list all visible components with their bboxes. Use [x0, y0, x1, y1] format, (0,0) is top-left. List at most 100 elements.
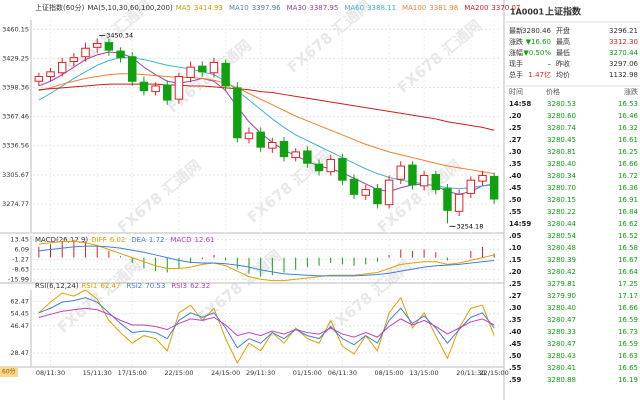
series-line [38, 83, 495, 131]
y-tick-label: -8.63 [12, 265, 29, 273]
quote-cell: 1132.98 [609, 71, 638, 79]
trade-cell: .20 [509, 268, 522, 276]
quote-cell: 涨幅 [509, 48, 523, 57]
candle-body [92, 43, 102, 48]
trade-cell: 3279.90 [547, 292, 576, 300]
legend-name: MA5 [176, 4, 191, 12]
trade-cell: 16.63 [618, 352, 638, 360]
candle-body [396, 165, 405, 180]
trade-cell: 3280.15 [547, 196, 576, 204]
legend-name: MA60 [344, 4, 364, 12]
x-tick-label: 08/15:00 [374, 369, 403, 377]
candle-body [139, 81, 149, 92]
series-line [38, 289, 495, 365]
x-tick-label: 24/15:00 [211, 369, 240, 377]
legend-value: 3414.93 [194, 4, 223, 12]
trade-cell: .55 [509, 208, 522, 216]
y-tick-label: 28.47 [10, 349, 29, 357]
trade-header: 涨跌 [624, 87, 638, 96]
trade-cell: 3280.53 [547, 100, 576, 108]
candle-body [384, 179, 394, 206]
trade-cell: 3280.47 [547, 316, 576, 324]
y-tick-label: 6.09 [15, 245, 29, 253]
quote-cell: 3312.30 [609, 38, 638, 46]
quote-cell: 3280.46 [522, 27, 551, 35]
trade-cell: .30 [509, 148, 522, 156]
legend-name: RSI2 [126, 282, 142, 290]
y-tick-label: 3429.25 [2, 54, 29, 62]
trade-cell: .27 [509, 292, 522, 300]
y-tick-label: 3398.36 [2, 84, 29, 92]
legend-value: 3387.95 [309, 4, 338, 12]
candle-body [233, 87, 242, 139]
trade-cell: 14:58 [509, 100, 531, 108]
candle-body [46, 71, 55, 78]
quote-cell: 总手 [509, 70, 523, 79]
candle-body [408, 164, 417, 186]
trade-cell: .55 [509, 364, 522, 372]
candle-body [104, 42, 114, 51]
legend-value: 70.53 [145, 282, 165, 290]
legend-value: 6.02 [110, 236, 126, 244]
trade-cell: .35 [509, 160, 522, 168]
trade-cell: 16.32 [618, 124, 638, 132]
trade-cell: 16.36 [618, 184, 639, 192]
trade-cell: 3280.70 [547, 184, 576, 192]
candle-body [361, 189, 370, 196]
quote-cell: 均价 [556, 70, 570, 79]
trade-cell: .30 [509, 304, 522, 312]
annotation: 3450.34 [106, 32, 133, 40]
trade-cell: .50 [509, 352, 522, 360]
x-tick-label: 06/11:30 [328, 369, 357, 377]
trade-cell: 3280.81 [547, 148, 576, 156]
trade-cell: 3280.60 [547, 112, 576, 120]
quote-cell: – [548, 60, 552, 68]
trade-cell: 3280.39 [547, 256, 576, 264]
quote-cell: ▼16.60 [526, 38, 551, 46]
y-tick-label: -15.99 [8, 275, 29, 283]
trade-cell: .25 [509, 124, 522, 132]
legend-indicator: MA(5,10,30,60,100,200) [87, 4, 173, 12]
trade-cell: 17.25 [618, 280, 638, 288]
trade-cell: 16.25 [618, 148, 638, 156]
quote-cell: 3296.21 [609, 27, 638, 35]
trade-cell: 3280.74 [547, 124, 576, 132]
trade-cell: 3280.33 [547, 328, 576, 336]
legend-value: 12.61 [194, 236, 214, 244]
trade-cell: .27 [509, 136, 522, 144]
trade-header: 价格 [546, 87, 560, 96]
candle-body [186, 66, 195, 78]
trade-cell: 3280.45 [547, 136, 576, 144]
candle-body [338, 158, 347, 181]
candle-body [69, 57, 79, 62]
x-tick-label: 13/15:00 [410, 369, 439, 377]
series-line [38, 240, 495, 282]
y-tick-label: 3460.15 [2, 25, 29, 33]
series-line [38, 51, 495, 195]
candle-body [268, 141, 277, 149]
x-tick-label: 08/11:30 [36, 369, 65, 377]
legend-title: RSI(6,12,24) [35, 282, 79, 290]
quote-cell: 1.47亿 [528, 70, 551, 79]
trade-cell: 16.62 [618, 220, 638, 228]
trade-cell: 16.66 [618, 160, 639, 168]
trade-cell: 16.46 [618, 112, 639, 120]
quote-code: 1A0001 [510, 8, 544, 17]
quote-cell: 涨跌 [509, 37, 523, 46]
y-tick-label: 13.45 [10, 235, 29, 243]
legend-name: MA200 [464, 4, 488, 12]
quote-cell: 3270.44 [609, 49, 638, 57]
legend-value: 3397.96 [252, 4, 281, 12]
trade-cell: 16.72 [618, 172, 638, 180]
period-label: 60分 [2, 368, 16, 376]
y-tick-label: 46.47 [10, 322, 29, 330]
candle-body [34, 76, 44, 82]
legend-value: 3370.07 [491, 4, 520, 12]
candle-body [174, 76, 184, 100]
trade-cell: 16.53 [618, 100, 638, 108]
trade-cell: 16.19 [618, 376, 638, 384]
legend-title: MACD(26,12,9) [35, 236, 88, 244]
trade-cell: .45 [509, 340, 522, 348]
trade-cell: 3279.81 [547, 280, 576, 288]
candle-body [198, 65, 207, 73]
